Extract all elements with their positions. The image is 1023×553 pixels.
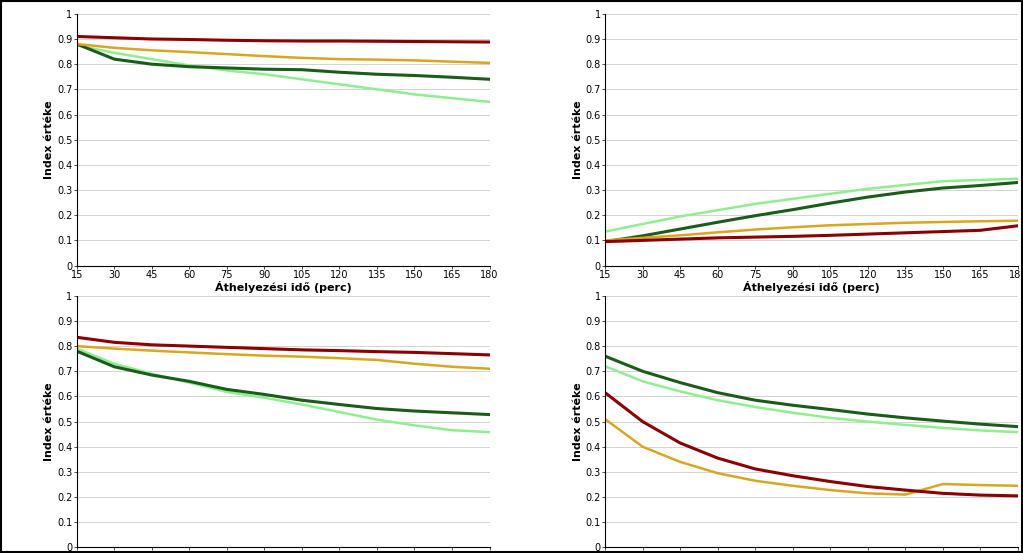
Y-axis label: Index értéke: Index értéke: [44, 101, 54, 179]
X-axis label: Áthelyezési idő (perc): Áthelyezési idő (perc): [215, 281, 352, 293]
Y-axis label: Index értéke: Index értéke: [573, 101, 583, 179]
Legend: PODp aws0, PODp aws10, PODp aws15, PODp aws20: PODp aws0, PODp aws10, PODp aws15, PODp …: [85, 326, 482, 336]
Y-axis label: Index értéke: Index értéke: [573, 382, 583, 461]
X-axis label: Áthelyezési idő (perc): Áthelyezési idő (perc): [743, 281, 880, 293]
Y-axis label: Index értéke: Index értéke: [44, 382, 54, 461]
Legend: FARp aws0, FARp aws10, FARp aws15, FARp aws20: FARp aws0, FARp aws10, FARp aws15, FARp …: [620, 326, 1003, 336]
